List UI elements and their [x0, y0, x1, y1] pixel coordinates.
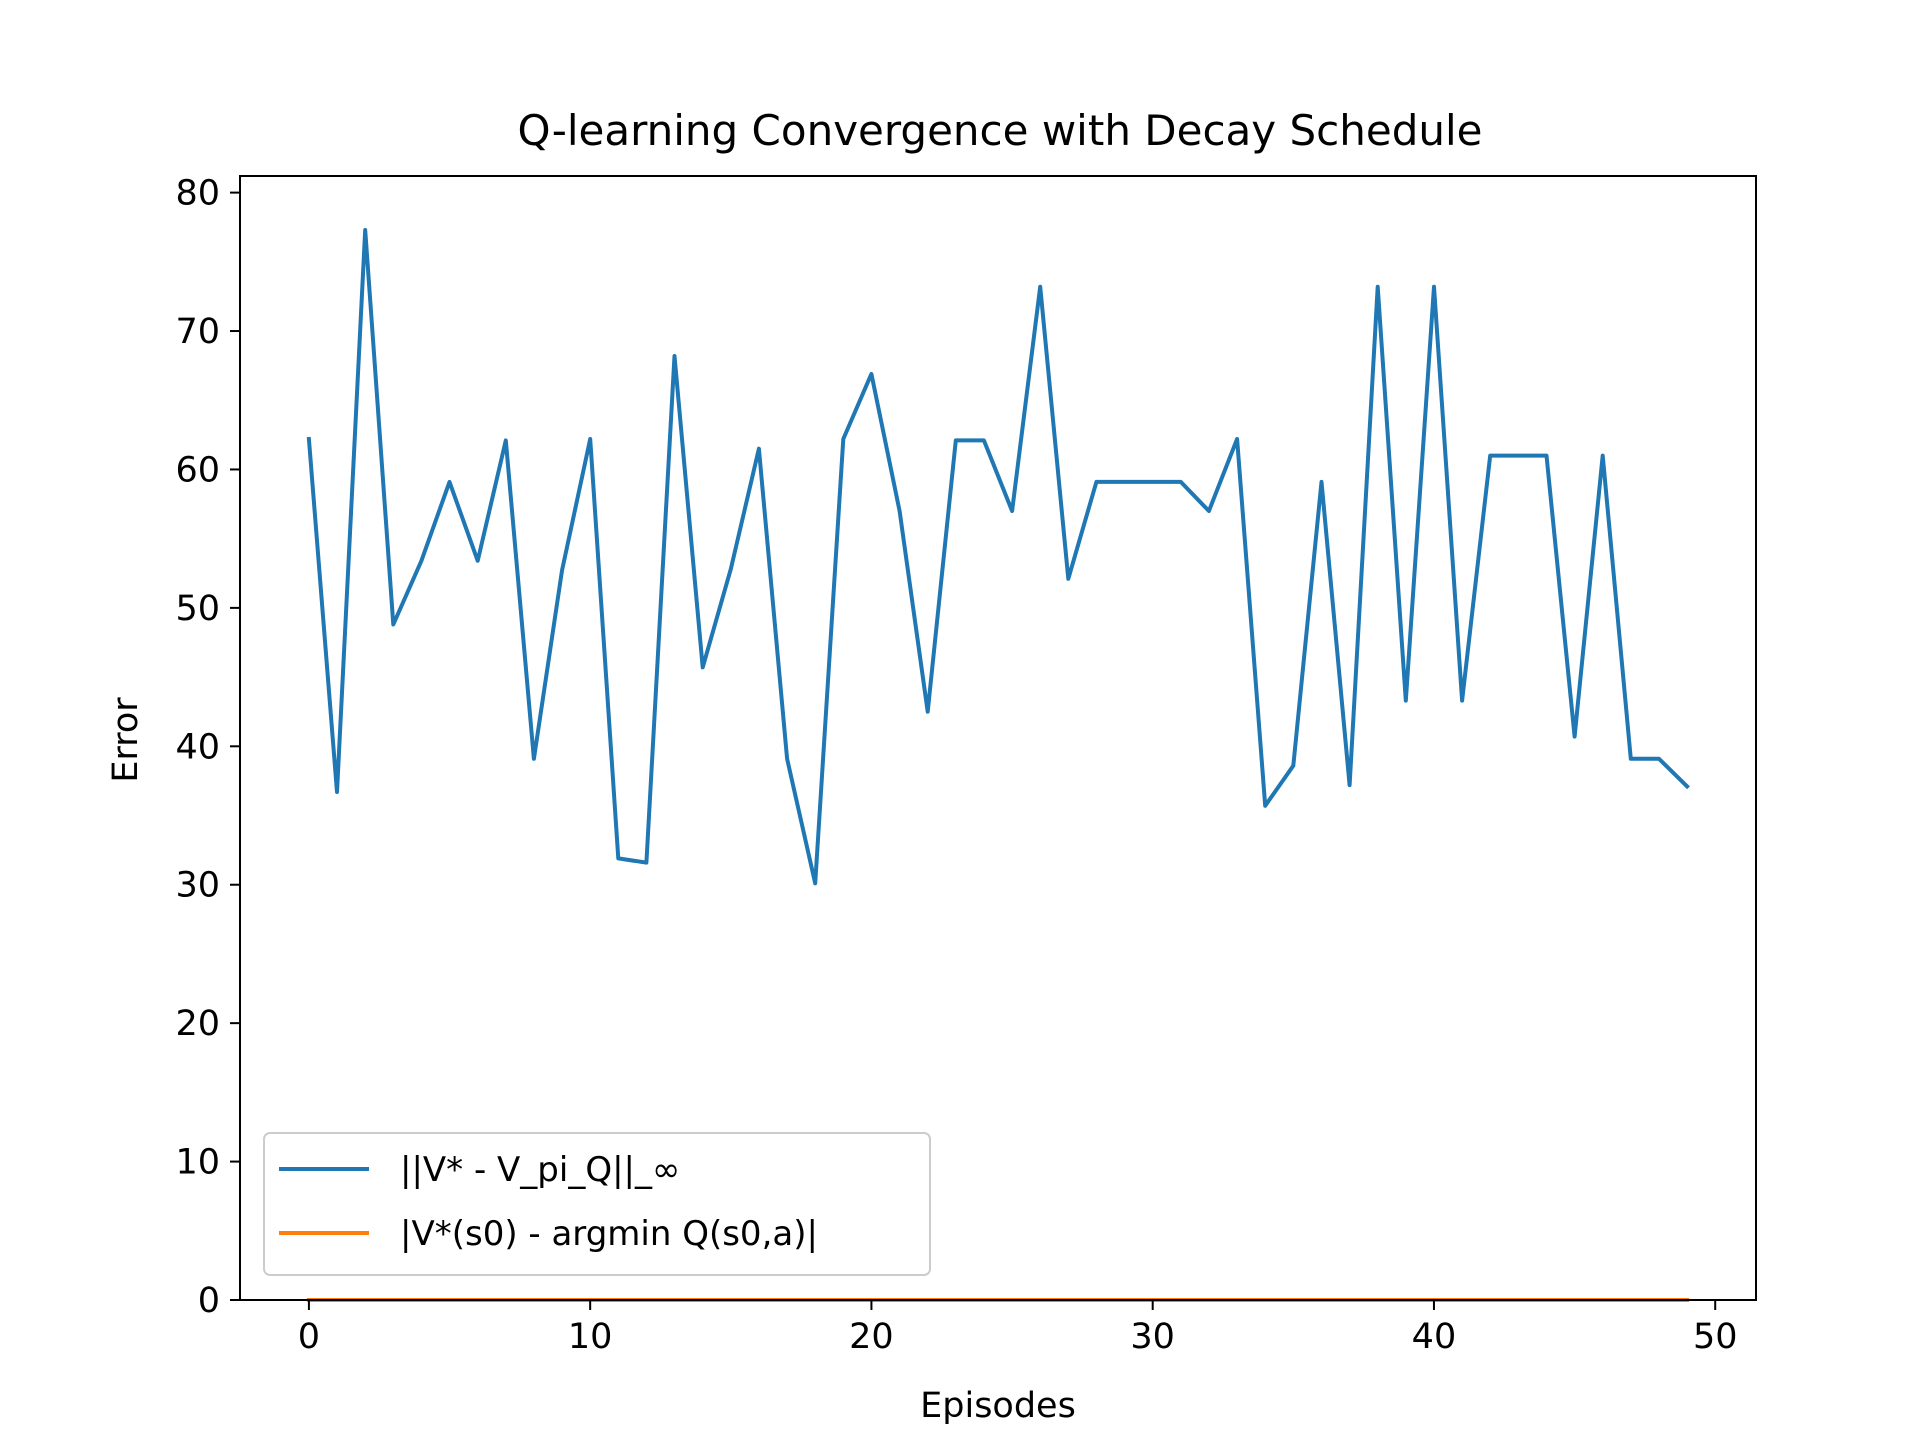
x-tick-label: 50: [1693, 1317, 1738, 1357]
y-tick-label: 0: [198, 1281, 220, 1321]
y-tick-label: 60: [175, 450, 220, 490]
x-tick-label: 10: [568, 1317, 613, 1357]
y-tick-label: 30: [175, 866, 220, 906]
x-tick-label: 30: [1130, 1317, 1175, 1357]
y-tick-label: 70: [175, 312, 220, 352]
y-tick-label: 20: [175, 1004, 220, 1044]
legend-label-2: |V*(s0) - argmin Q(s0,a)|: [400, 1214, 818, 1254]
y-tick-label: 40: [175, 727, 220, 767]
y-tick-label: 10: [175, 1143, 220, 1183]
x-axis-label: Episodes: [920, 1386, 1076, 1426]
x-axis-ticks: 0 10 20 30 40 50: [298, 1300, 1738, 1357]
x-tick-label: 0: [298, 1317, 320, 1357]
series-line-1: [306, 228, 1690, 886]
x-tick-label: 20: [849, 1317, 894, 1357]
y-axis-ticks: 0 10 20 30 40 50 60 70 80: [175, 174, 240, 1321]
y-tick-label: 50: [175, 589, 220, 629]
y-tick-label: 80: [175, 174, 220, 214]
chart-title: Q-learning Convergence with Decay Schedu…: [517, 106, 1482, 155]
legend-label-1: ||V* - V_pi_Q||_∞: [400, 1150, 680, 1190]
x-tick-label: 40: [1412, 1317, 1457, 1357]
plot-area-frame: [239, 175, 1757, 1301]
legend-box: [263, 1132, 931, 1276]
y-axis-label: Error: [106, 697, 146, 783]
legend: ||V* - V_pi_Q||_∞ |V*(s0) - argmin Q(s0,a…: [263, 1132, 931, 1276]
